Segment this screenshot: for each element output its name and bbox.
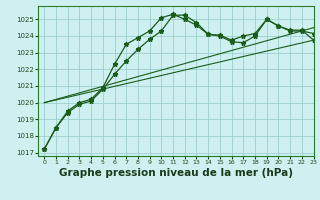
X-axis label: Graphe pression niveau de la mer (hPa): Graphe pression niveau de la mer (hPa) (59, 168, 293, 178)
